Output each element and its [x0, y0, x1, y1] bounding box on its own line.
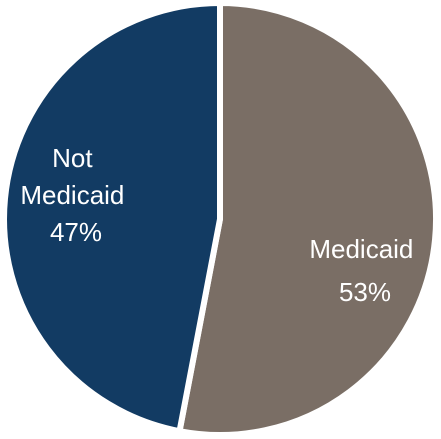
slice-label-medicaid-line-1: Medicaid — [309, 234, 413, 264]
pie-slice-medicaid — [176, 0, 440, 438]
slice-percent-not-medicaid: 47% — [50, 217, 102, 247]
pie-slice-not-medicaid — [1, 0, 223, 435]
pie-labels: Not Medicaid 47% Medicaid 53% — [20, 143, 420, 307]
slice-percent-medicaid: 53% — [339, 277, 391, 307]
slice-label-not-medicaid-line-2: Medicaid — [20, 180, 124, 210]
slice-label-not-medicaid: Not Medicaid 47% — [20, 143, 131, 247]
slice-label-not-medicaid-line-1: Not — [52, 143, 93, 173]
slice-label-medicaid: Medicaid 53% — [309, 234, 420, 307]
